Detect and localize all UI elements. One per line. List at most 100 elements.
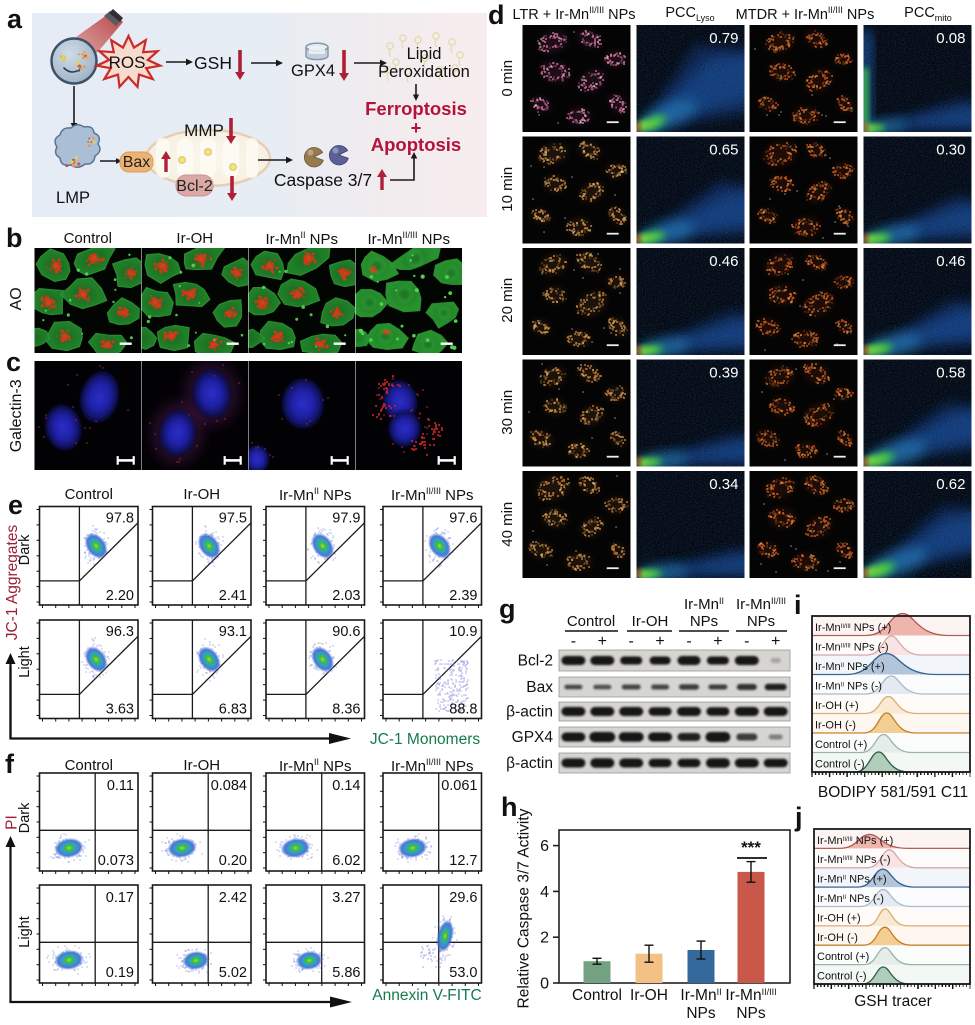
svg-text:97.8: 97.8 [106, 511, 134, 527]
svg-text:6: 6 [540, 838, 549, 855]
svg-text:LMP: LMP [56, 189, 90, 207]
svg-text:2.20: 2.20 [106, 588, 134, 604]
svg-text:ROS: ROS [109, 53, 146, 72]
svg-text:NPs: NPs [736, 1005, 766, 1022]
svg-text:3.63: 3.63 [106, 702, 134, 718]
svg-text:+: + [713, 633, 722, 650]
svg-text:0.30: 0.30 [936, 142, 965, 159]
svg-text:Control (-): Control (-) [815, 759, 865, 771]
svg-text:Ir-MnII NPs (+): Ir-MnII NPs (+) [817, 873, 887, 885]
svg-text:Lipid: Lipid [407, 45, 442, 63]
svg-text:0.39: 0.39 [709, 365, 738, 382]
svg-text:Control (-): Control (-) [817, 970, 867, 982]
svg-text:0.46: 0.46 [709, 253, 738, 270]
svg-text:Apoptosis: Apoptosis [371, 134, 461, 155]
svg-text:0.65: 0.65 [709, 142, 738, 159]
svg-text:5.02: 5.02 [219, 965, 247, 981]
svg-text:Control (+): Control (+) [815, 739, 867, 751]
svg-text:88.8: 88.8 [449, 702, 477, 718]
svg-text:6.83: 6.83 [219, 702, 247, 718]
svg-text:0.19: 0.19 [106, 965, 134, 981]
svg-text:-: - [686, 633, 691, 650]
svg-text:97.6: 97.6 [449, 511, 477, 527]
svg-text:GSH: GSH [194, 53, 232, 73]
svg-text:12.7: 12.7 [449, 853, 477, 869]
svg-text:-: - [744, 633, 749, 650]
svg-text:2.41: 2.41 [219, 588, 247, 604]
svg-text:Ir-OH: Ir-OH [632, 613, 669, 630]
svg-text:Ir-MnII/III: Ir-MnII/III [725, 987, 776, 1004]
svg-text:NPs: NPs [690, 613, 718, 630]
svg-text:Control (+): Control (+) [817, 951, 869, 963]
svg-text:Ir-MnII NPs (-): Ir-MnII NPs (-) [817, 893, 884, 905]
svg-text:***: *** [741, 838, 761, 857]
svg-text:Caspase 3/7: Caspase 3/7 [274, 170, 372, 190]
svg-text:4: 4 [540, 884, 549, 901]
svg-text:2.39: 2.39 [449, 588, 477, 604]
svg-text:0.11: 0.11 [107, 778, 134, 794]
svg-text:Ir-MnII NPs (-): Ir-MnII NPs (-) [815, 681, 882, 693]
svg-text:Ir-OH (-): Ir-OH (-) [817, 931, 858, 943]
svg-text:2: 2 [540, 930, 549, 947]
svg-text:Peroxidation: Peroxidation [378, 63, 470, 81]
svg-text:0.14: 0.14 [332, 778, 360, 794]
svg-text:0.46: 0.46 [936, 253, 965, 270]
svg-text:GPX4: GPX4 [512, 729, 554, 746]
svg-text:0.34: 0.34 [709, 476, 738, 493]
svg-text:+: + [771, 633, 780, 650]
svg-text:0.073: 0.073 [98, 853, 134, 869]
svg-text:Ir-OH (-): Ir-OH (-) [815, 720, 856, 732]
svg-text:+: + [655, 633, 664, 650]
svg-text:Ir-MnII/III NPs (+): Ir-MnII/III NPs (+) [817, 834, 893, 846]
svg-text:97.9: 97.9 [332, 511, 360, 527]
svg-text:0.061: 0.061 [441, 778, 477, 794]
svg-text:Ir-MnII/III: Ir-MnII/III [736, 596, 786, 613]
svg-text:+: + [598, 633, 607, 650]
svg-text:Ir-OH: Ir-OH [630, 987, 668, 1004]
svg-text:0.17: 0.17 [106, 890, 134, 906]
svg-text:Ir-MnII: Ir-MnII [684, 596, 724, 613]
svg-text:53.0: 53.0 [449, 965, 477, 981]
svg-text:-: - [629, 633, 634, 650]
svg-text:93.1: 93.1 [219, 624, 247, 640]
svg-text:Ir-MnII/III NPs (+): Ir-MnII/III NPs (+) [815, 622, 891, 634]
svg-text:97.5: 97.5 [219, 511, 247, 527]
svg-text:NPs: NPs [686, 1005, 716, 1022]
svg-text:5.86: 5.86 [332, 965, 360, 981]
svg-text:β-actin: β-actin [506, 755, 553, 772]
svg-text:2.42: 2.42 [219, 890, 247, 906]
svg-text:Bcl-2: Bcl-2 [176, 178, 213, 195]
svg-text:10.9: 10.9 [449, 624, 477, 640]
svg-text:3.27: 3.27 [332, 890, 360, 906]
svg-text:2.03: 2.03 [332, 588, 360, 604]
svg-text:0.084: 0.084 [211, 778, 247, 794]
svg-text:0.58: 0.58 [936, 365, 965, 382]
svg-text:Ir-MnII/III NPs (-): Ir-MnII/III NPs (-) [815, 642, 889, 654]
svg-text:Ir-OH (+): Ir-OH (+) [815, 700, 859, 712]
svg-text:8.36: 8.36 [332, 702, 360, 718]
svg-text:0.79: 0.79 [709, 30, 738, 47]
svg-text:+: + [411, 117, 422, 138]
svg-text:96.3: 96.3 [106, 624, 134, 640]
svg-text:0.20: 0.20 [219, 853, 247, 869]
svg-text:GPX4: GPX4 [291, 62, 335, 80]
svg-text:Bax: Bax [123, 154, 151, 171]
svg-text:6.02: 6.02 [332, 853, 360, 869]
svg-text:0.62: 0.62 [936, 476, 965, 493]
svg-text:-: - [571, 633, 576, 650]
svg-text:Ir-MnII: Ir-MnII [680, 987, 721, 1004]
svg-text:Ir-MnII/III NPs (-): Ir-MnII/III NPs (-) [817, 854, 891, 866]
svg-text:Bcl-2: Bcl-2 [518, 653, 553, 670]
svg-text:Ir-MnII NPs (+): Ir-MnII NPs (+) [815, 661, 885, 673]
svg-text:Control: Control [567, 613, 615, 630]
svg-text:29.6: 29.6 [449, 890, 477, 906]
svg-text:MMP: MMP [184, 121, 224, 140]
svg-text:β-actin: β-actin [506, 704, 553, 721]
svg-text:Bax: Bax [526, 679, 553, 696]
svg-text:0: 0 [540, 976, 549, 993]
svg-text:90.6: 90.6 [332, 624, 360, 640]
svg-text:0.08: 0.08 [936, 30, 965, 47]
svg-text:NPs: NPs [747, 613, 775, 630]
svg-text:Ir-OH (+): Ir-OH (+) [817, 912, 861, 924]
svg-text:Ferroptosis: Ferroptosis [365, 98, 467, 119]
